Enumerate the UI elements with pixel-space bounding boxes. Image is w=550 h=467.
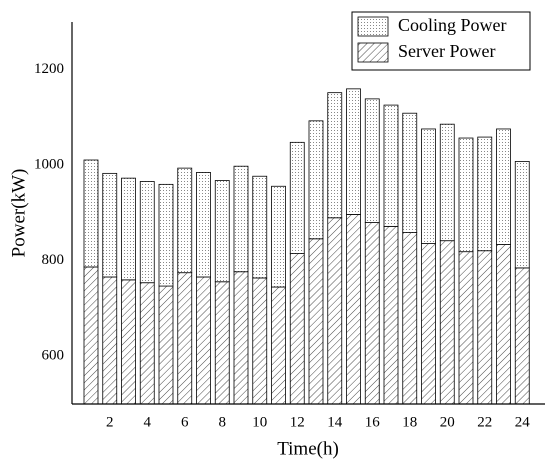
bar-segment (308, 120, 324, 240)
bar-segment (289, 141, 305, 254)
x-tick-label: 4 (144, 414, 152, 430)
bar-segment (158, 183, 174, 287)
y-tick-label: 800 (42, 252, 65, 268)
bar-segment (158, 285, 174, 405)
legend-swatch (357, 16, 389, 37)
x-tick-label: 24 (515, 414, 531, 430)
bar-segment (439, 240, 455, 405)
x-axis-label: Time(h) (277, 438, 339, 459)
bar-segment (233, 165, 249, 273)
bar-segment (83, 159, 99, 268)
bar-segment (458, 137, 474, 253)
bar-segment (252, 175, 268, 279)
bar-segment (458, 251, 474, 405)
bar-segment (383, 225, 399, 405)
bar-segment (177, 272, 193, 405)
bar-segment (196, 172, 211, 278)
bar-segment (177, 167, 193, 274)
bar-segment (102, 276, 118, 405)
bar-segment (514, 161, 530, 269)
x-tick-label: 16 (365, 414, 381, 430)
x-tick-label: 2 (106, 414, 114, 430)
bar-segment (383, 104, 399, 227)
legend-swatch (357, 42, 389, 63)
bar-segment (496, 128, 511, 245)
bar-segment (271, 286, 286, 405)
bar-segment (514, 267, 530, 405)
bar-segment (364, 222, 380, 405)
bar-segment (421, 128, 436, 244)
y-tick-label: 1200 (34, 61, 64, 77)
bar-segment (252, 277, 268, 405)
bar-segment (121, 279, 136, 405)
y-axis-label: Power(kW) (8, 169, 29, 258)
bar-segment (233, 271, 249, 405)
bar-segment (196, 276, 211, 405)
bar-segment (289, 253, 305, 405)
bar-segment (439, 123, 455, 242)
bar-segment (271, 185, 286, 288)
bar-segment (327, 92, 343, 219)
y-tick-label: 600 (42, 348, 65, 364)
bar-segment (421, 243, 436, 405)
bar-segment (364, 98, 380, 223)
bar-segment (496, 244, 511, 405)
x-tick-label: 10 (252, 414, 267, 430)
bar-segment (346, 88, 361, 215)
x-tick-label: 20 (440, 414, 455, 430)
bar-segment (308, 238, 324, 405)
bar-segment (402, 232, 418, 405)
bar-segment (83, 266, 99, 405)
x-tick-label: 6 (181, 414, 189, 430)
bar-segment (402, 112, 418, 233)
x-tick-label: 14 (327, 414, 343, 430)
y-tick-label: 1000 (34, 157, 64, 173)
bar-segment (102, 172, 118, 278)
bar-segment (327, 217, 343, 405)
x-tick-label: 22 (477, 414, 492, 430)
bars (83, 88, 530, 405)
bar-segment (477, 250, 493, 405)
x-tick-label: 8 (219, 414, 227, 430)
x-tick-label: 12 (290, 414, 305, 430)
legend-label: Server Power (398, 41, 495, 61)
x-tick-label: 18 (402, 414, 417, 430)
bar-segment (139, 282, 155, 405)
bar-segment (214, 180, 230, 283)
bar-segment (121, 177, 136, 281)
bar-segment (139, 181, 155, 284)
legend-label: Cooling Power (398, 15, 507, 35)
bar-segment (346, 214, 361, 405)
bar-segment (214, 281, 230, 405)
bar-segment (477, 136, 493, 252)
